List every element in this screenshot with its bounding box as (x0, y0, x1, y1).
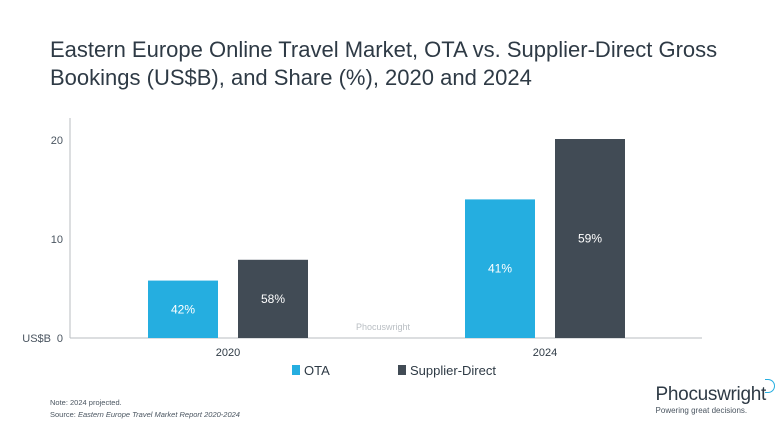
bar-share-label: 41% (488, 262, 512, 276)
x-tick-label: 2020 (216, 347, 240, 359)
legend-swatch (292, 365, 300, 375)
bar-ota-2024 (465, 199, 535, 338)
bar-share-label: 42% (171, 302, 195, 316)
chart-legend: OTA Supplier-Direct (292, 363, 496, 378)
chart-bars (148, 139, 625, 338)
legend-swatch (398, 365, 406, 375)
source-note: Source: Eastern Europe Travel Market Rep… (50, 410, 240, 419)
chart-labels: 42% 58% 2020 41% 59% 2024 (171, 232, 602, 359)
source-prefix: Source: (50, 410, 78, 419)
x-tick-label: 2024 (533, 347, 557, 359)
bar-share-label: 59% (578, 232, 602, 246)
legend-label: Supplier-Direct (410, 363, 496, 378)
bar-share-label: 58% (261, 292, 285, 306)
bar-supplier-direct-2024 (555, 139, 625, 338)
bar-supplier-direct-2020 (238, 259, 308, 338)
bar-ota-2020 (148, 280, 218, 338)
chart-title: Eastern Europe Online Travel Market, OTA… (50, 36, 750, 92)
footnote: Note: 2024 projected. (50, 398, 122, 407)
chart-title-line-2: Bookings (US$B), and Share (%), 2020 and… (50, 65, 532, 90)
y-axis-label: US$B (22, 333, 51, 345)
phocuswright-logo: Phocuswright Powering great decisions. (655, 379, 775, 415)
logo-wordmark: Phocuswright (655, 379, 775, 406)
chart-title-line-1: Eastern Europe Online Travel Market, OTA… (50, 37, 718, 62)
legend-label: OTA (304, 363, 330, 378)
source-title: Eastern Europe Travel Market Report 2020… (77, 410, 240, 419)
chart-watermark: Phocuswright (356, 322, 411, 332)
y-tick-label: 20 (51, 135, 63, 147)
y-tick-label: 0 (57, 333, 63, 345)
y-tick-label: 10 (51, 234, 63, 246)
logo-tagline: Powering great decisions. (655, 406, 748, 415)
logo-mark-icon (765, 379, 775, 393)
logo-name: Phocuswright (655, 384, 767, 405)
